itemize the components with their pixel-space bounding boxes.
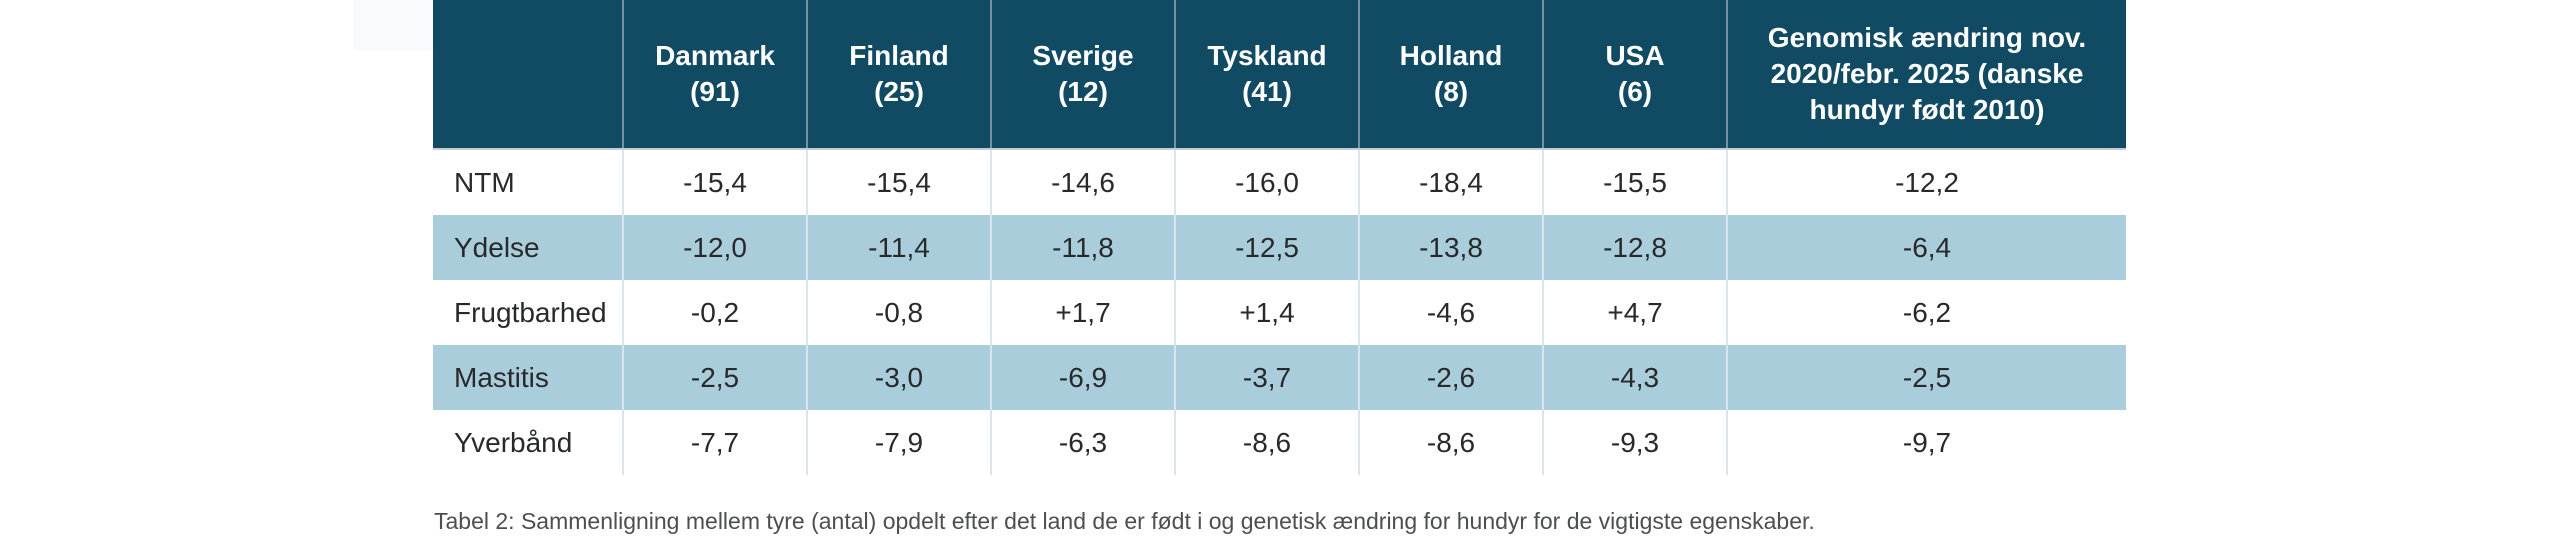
column-header-label: Danmark — [655, 40, 775, 71]
cell-ntm-sverige: -14,6 — [990, 150, 1174, 215]
column-header-count: (25) — [874, 76, 924, 107]
column-header-label: Sverige — [1032, 40, 1134, 71]
column-header-count: (8) — [1433, 76, 1469, 107]
column-header-count: (6) — [1617, 76, 1653, 107]
column-header-label: Finland — [849, 40, 949, 71]
row-label: Yverbånd — [454, 426, 573, 458]
table-row-ntm: NTM -15,4 -15,4 -14,6 -16,0 -18,4 -15,5 … — [433, 150, 2126, 215]
cell-frugtbarhed-finland: -0,8 — [806, 280, 990, 345]
column-header-label: USA — [1605, 40, 1665, 71]
cell-mastitis-genomisk: -2,5 — [1726, 345, 2126, 410]
table-row-mastitis: Mastitis -2,5 -3,0 -6,9 -3,7 -2,6 -4,3 -… — [433, 345, 2126, 410]
cell-frugtbarhed-danmark: -0,2 — [622, 280, 806, 345]
row-label: Ydelse — [454, 231, 540, 263]
column-header-sverige: Sverige (12) — [990, 0, 1174, 148]
cell-frugtbarhed-genomisk: -6,2 — [1726, 280, 2126, 345]
cell-ydelse-holland: -13,8 — [1358, 215, 1542, 280]
column-header-tyskland: Tyskland (41) — [1174, 0, 1358, 148]
cell-ntm-genomisk: -12,2 — [1726, 150, 2126, 215]
background-artifact — [353, 0, 433, 50]
comparison-table: Danmark (91) Finland (25) Sverige (12) T… — [433, 0, 2126, 475]
cell-mastitis-sverige: -6,9 — [990, 345, 1174, 410]
cell-ydelse-genomisk: -6,4 — [1726, 215, 2126, 280]
column-header-count: (91) — [690, 76, 740, 107]
cell-frugtbarhed-tyskland: +1,4 — [1174, 280, 1358, 345]
column-header-holland: Holland (8) — [1358, 0, 1542, 148]
column-header-danmark: Danmark (91) — [622, 0, 806, 148]
column-header-count: (41) — [1242, 76, 1292, 107]
cell-yverbaand-finland: -7,9 — [806, 410, 990, 475]
cell-ntm-tyskland: -16,0 — [1174, 150, 1358, 215]
cell-ydelse-tyskland: -12,5 — [1174, 215, 1358, 280]
column-header-count: (12) — [1058, 76, 1108, 107]
cell-ydelse-danmark: -12,0 — [622, 215, 806, 280]
cell-yverbaand-usa: -9,3 — [1542, 410, 1726, 475]
cell-frugtbarhed-sverige: +1,7 — [990, 280, 1174, 345]
cell-mastitis-danmark: -2,5 — [622, 345, 806, 410]
cell-yverbaand-genomisk: -9,7 — [1726, 410, 2126, 475]
cell-yverbaand-danmark: -7,7 — [622, 410, 806, 475]
cell-ntm-holland: -18,4 — [1358, 150, 1542, 215]
cell-ntm-finland: -15,4 — [806, 150, 990, 215]
column-header-label: Holland — [1399, 40, 1503, 71]
table-row-frugtbarhed: Frugtbarhed -0,2 -0,8 +1,7 +1,4 -4,6 +4,… — [433, 280, 2126, 345]
cell-ydelse-finland: -11,4 — [806, 215, 990, 280]
column-header-genomisk-aendring: Genomisk ændring nov. 2020/febr. 2025 (d… — [1726, 0, 2126, 148]
table-row-ydelse: Ydelse -12,0 -11,4 -11,8 -12,5 -13,8 -12… — [433, 215, 2126, 280]
cell-mastitis-finland: -3,0 — [806, 345, 990, 410]
header-corner-cell — [433, 0, 622, 148]
cell-ntm-usa: -15,5 — [1542, 150, 1726, 215]
cell-ydelse-usa: -12,8 — [1542, 215, 1726, 280]
cell-frugtbarhed-usa: +4,7 — [1542, 280, 1726, 345]
cell-ntm-danmark: -15,4 — [622, 150, 806, 215]
column-header-label: Tyskland — [1207, 40, 1327, 71]
row-label: Mastitis — [454, 361, 549, 393]
table-caption: Tabel 2: Sammenligning mellem tyre (anta… — [434, 508, 1815, 534]
column-header-usa: USA (6) — [1542, 0, 1726, 148]
cell-mastitis-holland: -2,6 — [1358, 345, 1542, 410]
cell-ydelse-sverige: -11,8 — [990, 215, 1174, 280]
cell-yverbaand-tyskland: -8,6 — [1174, 410, 1358, 475]
table-row-yverbaand: Yverbånd -7,7 -7,9 -6,3 -8,6 -8,6 -9,3 -… — [433, 410, 2126, 475]
column-header-finland: Finland (25) — [806, 0, 990, 148]
cell-mastitis-usa: -4,3 — [1542, 345, 1726, 410]
table-header-row: Danmark (91) Finland (25) Sverige (12) T… — [433, 0, 2126, 150]
cell-frugtbarhed-holland: -4,6 — [1358, 280, 1542, 345]
cell-yverbaand-holland: -8,6 — [1358, 410, 1542, 475]
row-label: Frugtbarhed — [454, 296, 607, 328]
row-label: NTM — [454, 166, 515, 198]
cell-mastitis-tyskland: -3,7 — [1174, 345, 1358, 410]
cell-yverbaand-sverige: -6,3 — [990, 410, 1174, 475]
